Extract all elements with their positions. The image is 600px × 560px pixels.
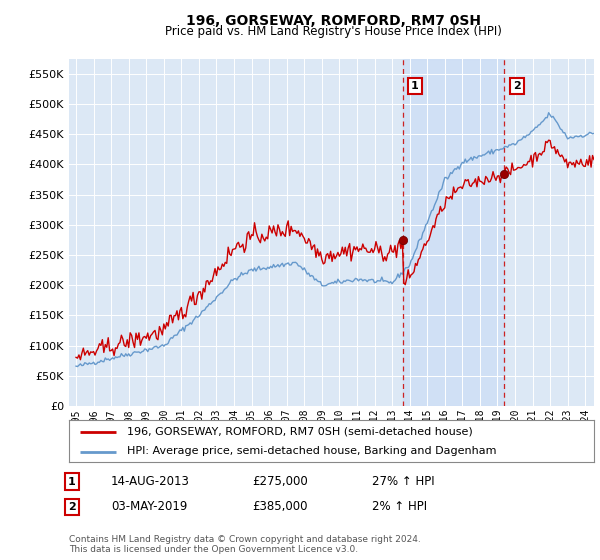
Text: Price paid vs. HM Land Registry's House Price Index (HPI): Price paid vs. HM Land Registry's House … xyxy=(164,25,502,38)
Text: HPI: Average price, semi-detached house, Barking and Dagenham: HPI: Average price, semi-detached house,… xyxy=(127,446,496,456)
Text: 14-AUG-2013: 14-AUG-2013 xyxy=(111,475,190,488)
Text: 196, GORSEWAY, ROMFORD, RM7 0SH (semi-detached house): 196, GORSEWAY, ROMFORD, RM7 0SH (semi-de… xyxy=(127,427,473,437)
Text: 2: 2 xyxy=(68,502,76,512)
Bar xyxy=(403,59,504,406)
Text: Contains HM Land Registry data © Crown copyright and database right 2024.
This d: Contains HM Land Registry data © Crown c… xyxy=(69,535,421,554)
Text: 196, GORSEWAY, ROMFORD, RM7 0SH: 196, GORSEWAY, ROMFORD, RM7 0SH xyxy=(185,14,481,28)
Text: 27% ↑ HPI: 27% ↑ HPI xyxy=(372,475,434,488)
Text: 1: 1 xyxy=(68,477,76,487)
Text: £385,000: £385,000 xyxy=(252,500,308,514)
Text: 03-MAY-2019: 03-MAY-2019 xyxy=(111,500,187,514)
Text: 2: 2 xyxy=(513,81,521,91)
Text: £275,000: £275,000 xyxy=(252,475,308,488)
Text: 2% ↑ HPI: 2% ↑ HPI xyxy=(372,500,427,514)
Text: 1: 1 xyxy=(411,81,419,91)
